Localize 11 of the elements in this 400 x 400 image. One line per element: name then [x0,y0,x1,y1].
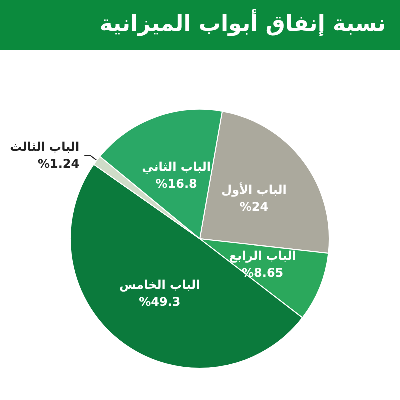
data-label: %49.3 [139,295,181,310]
slice-label: الباب الثالث [10,140,80,154]
data-label: %24 [240,200,269,214]
chart-title: نسبة إنفاق أبواب الميزانية [0,0,400,50]
slice-label: الباب الرابع [229,248,296,263]
slice-label: الباب الخامس [120,278,200,292]
data-label: %16.8 [156,176,198,191]
slice-label: الباب الثاني [142,160,212,174]
data-label: %8.65 [242,266,284,280]
slice-label: الباب الأول [222,182,287,197]
data-label: %1.24 [38,157,80,172]
